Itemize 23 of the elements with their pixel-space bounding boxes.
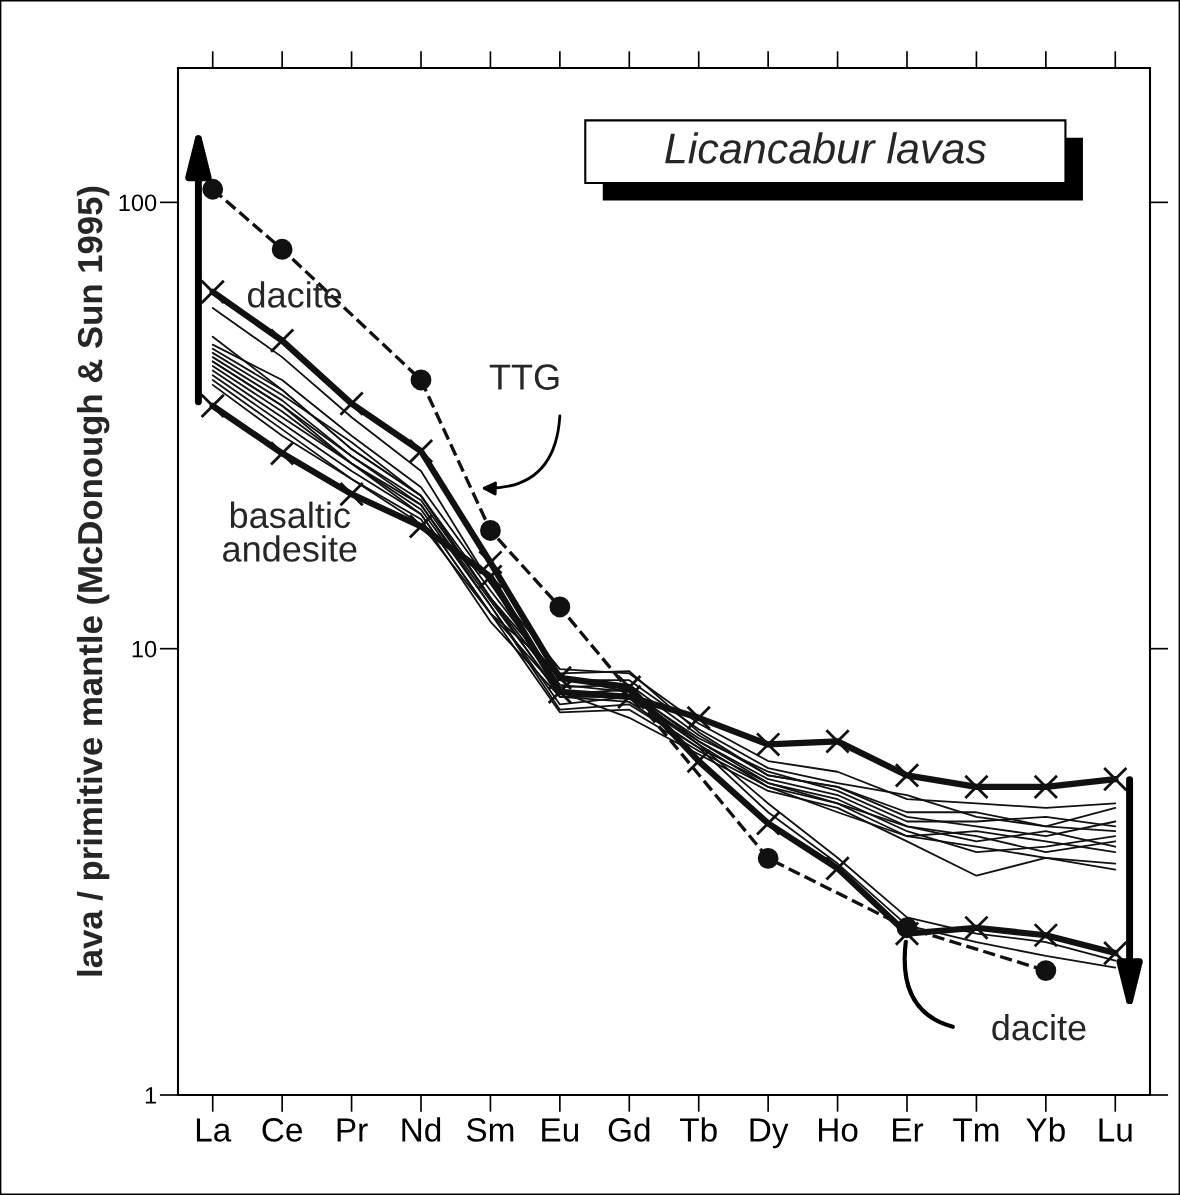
x-tick-label: Er <box>893 1118 924 1142</box>
series-label: basaltic andesite <box>223 501 357 562</box>
x-tick-label: Ce <box>262 1118 302 1142</box>
x-tick-label: Lu <box>1099 1118 1132 1142</box>
x-tick-label: Dy <box>750 1118 789 1149</box>
series-label: dacite <box>247 281 342 308</box>
x-tick-label: Tb <box>680 1117 717 1142</box>
y-axis-title: lava / primitive mantle (McDonough & Sun 1995) <box>76 186 110 976</box>
x-tick-label: Pr <box>337 1118 368 1142</box>
x-tick-label: La <box>196 1118 232 1142</box>
x-tick-label: Tm <box>953 1118 999 1142</box>
y-tick-label: 1 <box>145 1087 157 1104</box>
x-tick-label: Sm <box>466 1118 514 1142</box>
x-tick-label: Eu <box>542 1118 579 1142</box>
annotation: dacite <box>992 1013 1086 1041</box>
y-tick-label: 10 <box>132 640 157 658</box>
x-tick-label: Ho <box>819 1118 858 1142</box>
text: Licancabur lavas <box>665 132 987 164</box>
x-tick-label: Yb <box>1026 1117 1065 1142</box>
x-tick-label: Nd <box>402 1117 441 1142</box>
x-tick-label: Gd <box>608 1117 650 1142</box>
series-label: TTG <box>489 364 559 390</box>
y-tick-label: 100 <box>119 194 157 212</box>
